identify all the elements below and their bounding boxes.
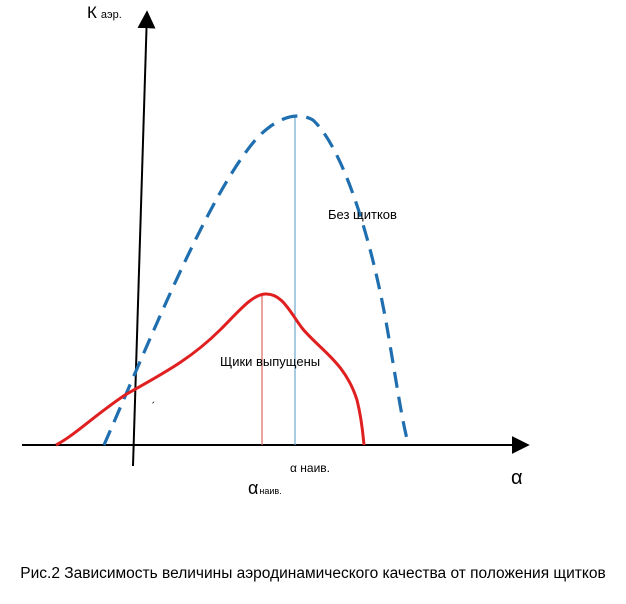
- alpha-best-no-flaps-label: α наив.: [290, 461, 330, 475]
- curve-no-flaps-label: Без щитков: [328, 207, 397, 222]
- x-axis-label: α: [511, 467, 523, 489]
- alpha-best-flaps-subscript: наив.: [259, 486, 282, 496]
- y-axis: [132, 10, 156, 467]
- y-axis-subscript: аэр.: [100, 9, 122, 21]
- curve-flaps: [55, 292, 366, 447]
- alpha-best-flaps-label: αнаив.: [248, 478, 282, 499]
- curve-no-flaps: [102, 114, 410, 446]
- curve-flaps-label: Щики выпущены: [220, 354, 321, 369]
- y-axis-symbol: К: [87, 3, 97, 22]
- alpha-best-flaps-symbol: α: [248, 478, 259, 498]
- figure-caption: Рис.2 Зависимость величины аэродинамичес…: [20, 565, 606, 582]
- stray-mark: ˏ: [151, 390, 155, 404]
